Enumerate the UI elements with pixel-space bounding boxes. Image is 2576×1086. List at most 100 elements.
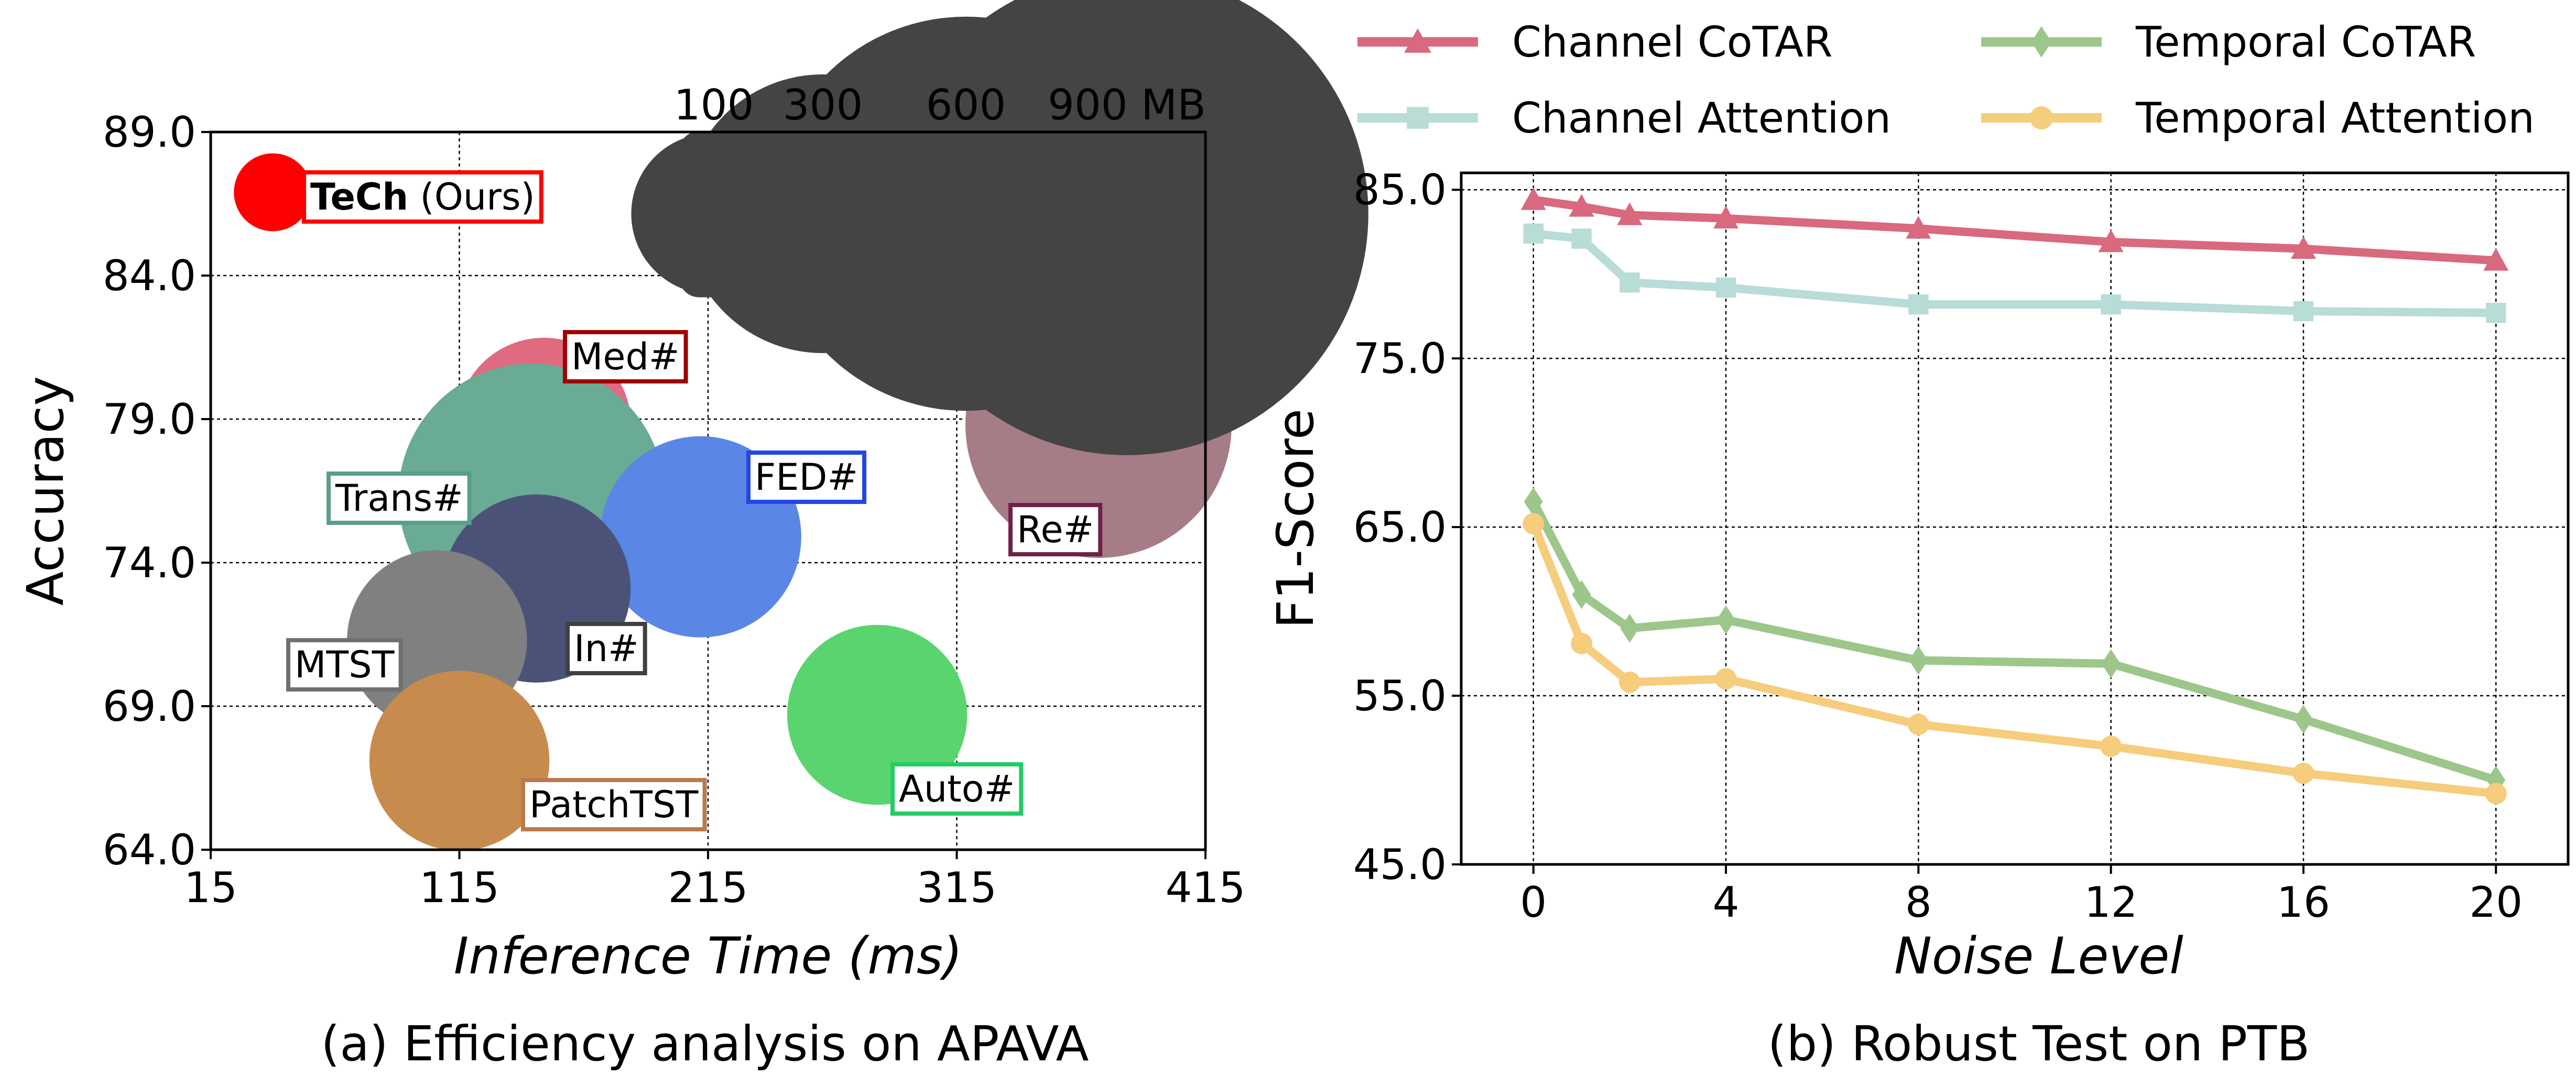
bubble-label: In# <box>566 622 647 675</box>
legend-entry: Temporal CoTAR <box>1981 18 2476 67</box>
series-line <box>1532 195 2496 265</box>
marker-triangle <box>2098 229 2124 253</box>
marker-square <box>2101 294 2121 315</box>
y-axis-title-a: Accuracy <box>16 376 75 606</box>
marker-diamond <box>2031 26 2052 58</box>
marker-square <box>1715 277 1736 298</box>
bubble-label: Auto# <box>890 762 1024 816</box>
marker-circle <box>2485 783 2507 805</box>
y-tick-label: 55.0 <box>1353 672 1447 720</box>
line-legend: Channel CoTAR Channel Attention Temporal C… <box>1357 18 2535 142</box>
x-tick-label: 8 <box>1905 878 1932 927</box>
y-tick-label: 45.0 <box>1353 840 1447 889</box>
bubble-label: Trans# <box>327 471 472 525</box>
bubble <box>234 153 312 232</box>
bubble-label-text: Med# <box>571 335 680 378</box>
bubble <box>787 624 968 805</box>
y-tick-label: 65.0 <box>1353 503 1447 552</box>
series-lines-b <box>1520 187 2509 805</box>
x-tick-label: 15 <box>184 863 237 912</box>
series <box>1524 487 2506 795</box>
bubble-label: Med# <box>563 330 688 383</box>
marker-square <box>2293 301 2314 322</box>
marker-triangle <box>1906 216 1931 239</box>
legend-entry: Channel Attention <box>1357 94 1891 142</box>
legend-label: Temporal CoTAR <box>2135 18 2476 67</box>
y-tick-label: 85.0 <box>1353 166 1447 214</box>
marker-circle <box>2100 736 2122 758</box>
marker-diamond <box>1716 605 1736 634</box>
bubble-label-bold: TeCh <box>310 175 408 218</box>
x-tick-label: 20 <box>2469 878 2523 927</box>
series <box>1520 187 2509 271</box>
bubble-label-text: Trans# <box>335 477 463 520</box>
marker-circle <box>2029 106 2053 130</box>
bubble-label: MTST <box>286 638 403 692</box>
marker-diamond <box>2486 765 2506 795</box>
marker-triangle <box>1617 202 1643 225</box>
x-tick-label: 16 <box>2277 878 2330 927</box>
marker-square <box>2486 303 2506 323</box>
legend-label: Temporal Attention <box>2135 94 2535 142</box>
bubble-label-text: TeCh (Ours) <box>310 175 535 218</box>
legend-entry: Temporal Attention <box>1981 94 2535 142</box>
bubble-label-text: MTST <box>295 643 395 686</box>
y-axis-title-b: F1-Score <box>1266 409 1325 629</box>
bubble-label-box <box>566 622 647 675</box>
size-legend-label: 600 <box>926 81 1006 129</box>
bubble-labels-a: TeCh (Ours) Med# Trans# FED# In# MTST PatchTST… <box>286 170 1103 831</box>
marker-square <box>1523 223 1544 244</box>
marker-square <box>1571 228 1592 249</box>
efficiency-panel: TeCh (Ours) Med# Trans# FED# In# MTST PatchTST… <box>16 0 1368 1072</box>
y-tick-label: 69.0 <box>103 682 196 731</box>
size-legend-bubble <box>885 0 1368 455</box>
series-line <box>1532 229 2496 317</box>
marker-diamond <box>1909 645 1928 675</box>
bubble-label-text: PatchTST <box>529 783 698 826</box>
y-tick-label: 89.0 <box>103 108 196 157</box>
size-legend-label: 100 <box>674 81 754 129</box>
bubble-label-box <box>746 451 867 504</box>
bubble-label-normal: (Ours) <box>408 175 535 218</box>
marker-circle <box>1618 671 1640 693</box>
bubble-label-box <box>327 471 472 525</box>
y-tick-label: 64.0 <box>103 826 196 874</box>
marker-triangle <box>1520 187 1546 210</box>
caption-a: (a) Efficiency analysis on APAVA <box>321 1016 1089 1072</box>
bubble-label-box <box>1008 503 1103 556</box>
bubble-label-text: Re# <box>1017 508 1094 551</box>
bubble-label-box <box>286 638 403 692</box>
marker-triangle <box>1569 194 1594 217</box>
marker-circle <box>2292 762 2314 784</box>
marker-circle <box>1523 513 1545 535</box>
marker-diamond <box>1524 487 1543 517</box>
x-tick-label: 415 <box>1166 863 1246 912</box>
x-tick-label: 12 <box>2084 878 2138 927</box>
marker-triangle <box>1713 205 1739 229</box>
x-tick-label: 0 <box>1520 878 1547 927</box>
bubble-label-box <box>521 778 707 831</box>
bubble-label-text: In# <box>574 627 639 670</box>
legend-entry: Channel CoTAR <box>1357 18 1833 67</box>
x-axis-title-a: Inference Time (ms) <box>454 927 963 985</box>
x-tick-label: 4 <box>1713 878 1740 927</box>
plot-frame-b <box>1460 171 2570 866</box>
marker-diamond <box>1572 580 1591 609</box>
x-tick-label: 215 <box>668 863 748 912</box>
series-line <box>1529 500 2497 784</box>
series <box>1523 223 2506 323</box>
x-axis-title-b: Noise Level <box>1894 927 2183 985</box>
y-tick-label: 74.0 <box>103 539 196 587</box>
marker-square <box>1407 107 1429 129</box>
y-tick-label: 84.0 <box>103 251 196 300</box>
marker-diamond <box>1620 613 1639 643</box>
size-legend-label: 900 MB <box>1048 81 1206 129</box>
bubble-label-text: FED# <box>755 456 858 499</box>
bubble-label: Re# <box>1008 503 1103 556</box>
y-tick-label: 79.0 <box>103 395 196 444</box>
caption-b: (b) Robust Test on PTB <box>1768 1016 2310 1072</box>
legend-label: Channel Attention <box>1512 94 1891 142</box>
bubble-label: TeCh (Ours) <box>302 170 544 224</box>
